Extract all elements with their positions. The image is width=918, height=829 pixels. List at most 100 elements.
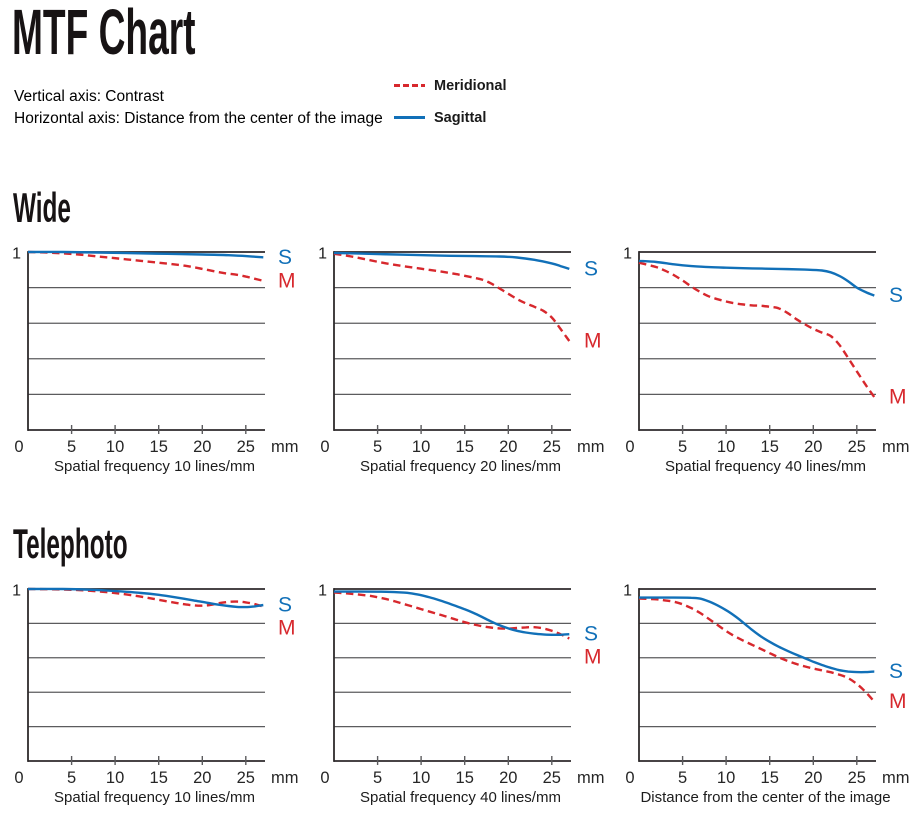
chart-svg: 0 5 10 15 20 25 mm 1 Distance from the center of… bbox=[623, 583, 910, 807]
y-max-label: 1 bbox=[318, 583, 327, 600]
chart-caption: Spatial frequency 10 lines/mm bbox=[54, 789, 255, 806]
x-tick-label: 25 bbox=[848, 769, 866, 787]
x-tick-label: 5 bbox=[678, 438, 687, 456]
series-label-s: S bbox=[889, 284, 903, 307]
series-meridional-curve bbox=[638, 261, 876, 398]
x-unit-label: mm bbox=[882, 769, 910, 787]
x-tick-label: 0 bbox=[14, 769, 23, 787]
x-tick-label: 20 bbox=[499, 438, 517, 456]
x-unit-label: mm bbox=[271, 438, 299, 456]
x-tick-label: 5 bbox=[67, 769, 76, 787]
series-sagittal-curve bbox=[638, 596, 875, 674]
chart-svg: 0 5 10 15 20 25 mm 1 Spatial frequency 40 lines/… bbox=[318, 583, 605, 807]
y-max-label: 1 bbox=[318, 246, 327, 263]
series-sagittal-curve bbox=[27, 250, 264, 259]
chart-caption: Spatial frequency 40 lines/mm bbox=[665, 458, 866, 475]
x-tick-label: 10 bbox=[717, 438, 735, 456]
x-tick-label: 25 bbox=[543, 769, 561, 787]
x-tick-label: 10 bbox=[106, 769, 124, 787]
x-tick-label: 25 bbox=[848, 438, 866, 456]
series-label-m: M bbox=[584, 330, 602, 353]
mtf-chart-wide-10lines: 0 5 10 15 20 25 mm 1 Spatial frequency 10 lines/… bbox=[0, 239, 300, 487]
series-sagittal-curve bbox=[27, 587, 264, 609]
chart-svg: 0 5 10 15 20 25 mm 1 Spatial frequency 40 lines/… bbox=[623, 246, 910, 476]
series-meridional-curve bbox=[333, 252, 571, 342]
x-tick-label: 0 bbox=[14, 438, 23, 456]
y-max-label: 1 bbox=[12, 583, 21, 600]
legend-item-sagittal: Sagittal bbox=[394, 109, 507, 126]
x-tick-label: 10 bbox=[412, 769, 430, 787]
x-tick-label: 0 bbox=[625, 769, 634, 787]
x-tick-label: 10 bbox=[717, 769, 735, 787]
x-tick-label: 10 bbox=[106, 438, 124, 456]
series-label-m: M bbox=[278, 617, 296, 640]
x-unit-label: mm bbox=[271, 769, 299, 787]
series-sagittal-curve bbox=[638, 259, 875, 297]
meridional-dashed-line-swatch bbox=[394, 84, 425, 87]
section-heading-telephoto: Telephoto bbox=[13, 520, 128, 567]
x-tick-label: 25 bbox=[237, 769, 255, 787]
vertical-axis-note: Vertical axis: Contrast bbox=[14, 88, 164, 105]
chart-svg: 0 5 10 15 20 25 mm 1 Spatial frequency 20 lines/… bbox=[318, 246, 605, 476]
series-label-m: M bbox=[889, 690, 907, 713]
x-unit-label: mm bbox=[577, 438, 605, 456]
mtf-chart-wide-40lines: 0 5 10 15 20 25 mm 1 Spatial frequency 40 lines/… bbox=[611, 239, 916, 487]
x-tick-label: 5 bbox=[373, 438, 382, 456]
x-tick-label: 15 bbox=[150, 438, 168, 456]
y-max-label: 1 bbox=[623, 583, 632, 600]
x-unit-label: mm bbox=[882, 438, 910, 456]
x-tick-label: 15 bbox=[456, 438, 474, 456]
series-label-s: S bbox=[278, 594, 292, 617]
sagittal-solid-line-swatch bbox=[394, 116, 425, 119]
x-tick-label: 15 bbox=[761, 769, 779, 787]
chart-caption: Distance from the center of the image bbox=[640, 789, 890, 806]
legend-label-meridional: Meridional bbox=[434, 77, 507, 94]
series-label-s: S bbox=[584, 623, 598, 646]
axis-notes: Vertical axis: Contrast Horizontal axis:… bbox=[14, 86, 383, 130]
mtf-chart-telephoto-10lines: 0 5 10 15 20 25 mm 1 Spatial frequency 10 lines/… bbox=[0, 576, 300, 824]
chart-caption: Spatial frequency 10 lines/mm bbox=[54, 458, 255, 475]
chart-caption: Spatial frequency 20 lines/mm bbox=[360, 458, 561, 475]
chart-svg: 0 5 10 15 20 25 mm 1 Spatial frequency 10 lines/… bbox=[12, 246, 299, 476]
x-unit-label: mm bbox=[577, 769, 605, 787]
series-meridional-curve bbox=[27, 250, 264, 282]
series-label-s: S bbox=[889, 660, 903, 683]
x-tick-label: 20 bbox=[804, 438, 822, 456]
x-tick-label: 10 bbox=[412, 438, 430, 456]
series-sagittal-curve bbox=[333, 251, 570, 271]
x-tick-label: 15 bbox=[456, 769, 474, 787]
x-tick-label: 0 bbox=[625, 438, 634, 456]
series-meridional-curve bbox=[638, 597, 876, 703]
series-label-s: S bbox=[278, 246, 292, 269]
legend-item-meridional: Meridional bbox=[394, 77, 507, 94]
x-tick-label: 20 bbox=[193, 769, 211, 787]
legend-label-sagittal: Sagittal bbox=[434, 109, 487, 126]
x-tick-label: 20 bbox=[804, 769, 822, 787]
x-tick-label: 5 bbox=[67, 438, 76, 456]
series-label-m: M bbox=[889, 386, 907, 409]
chart-caption: Spatial frequency 40 lines/mm bbox=[360, 789, 561, 806]
x-tick-label: 25 bbox=[543, 438, 561, 456]
series-meridional-curve bbox=[27, 587, 264, 608]
series-meridional-curve bbox=[333, 591, 570, 640]
x-tick-label: 0 bbox=[320, 438, 329, 456]
x-tick-label: 0 bbox=[320, 769, 329, 787]
x-tick-label: 20 bbox=[499, 769, 517, 787]
mtf-chart-telephoto-distance: 0 5 10 15 20 25 mm 1 Distance from the center of… bbox=[611, 576, 916, 824]
chart-svg: 0 5 10 15 20 25 mm 1 Spatial frequency 10 lines/… bbox=[12, 583, 299, 807]
series-label-m: M bbox=[278, 269, 296, 292]
section-heading-wide: Wide bbox=[13, 184, 71, 231]
x-tick-label: 15 bbox=[150, 769, 168, 787]
horizontal-axis-note: Horizontal axis: Distance from the cente… bbox=[14, 110, 383, 127]
y-max-label: 1 bbox=[12, 246, 21, 263]
series-label-s: S bbox=[584, 257, 598, 280]
page-title: MTF Chart bbox=[12, 0, 196, 68]
mtf-chart-telephoto-40lines: 0 5 10 15 20 25 mm 1 Spatial frequency 40 lines/… bbox=[306, 576, 606, 824]
x-tick-label: 5 bbox=[373, 769, 382, 787]
legend: Meridional Sagittal bbox=[394, 77, 507, 126]
series-sagittal-curve bbox=[333, 590, 570, 636]
mtf-chart-wide-20lines: 0 5 10 15 20 25 mm 1 Spatial frequency 20 lines/… bbox=[306, 239, 606, 487]
x-tick-label: 25 bbox=[237, 438, 255, 456]
x-tick-label: 5 bbox=[678, 769, 687, 787]
